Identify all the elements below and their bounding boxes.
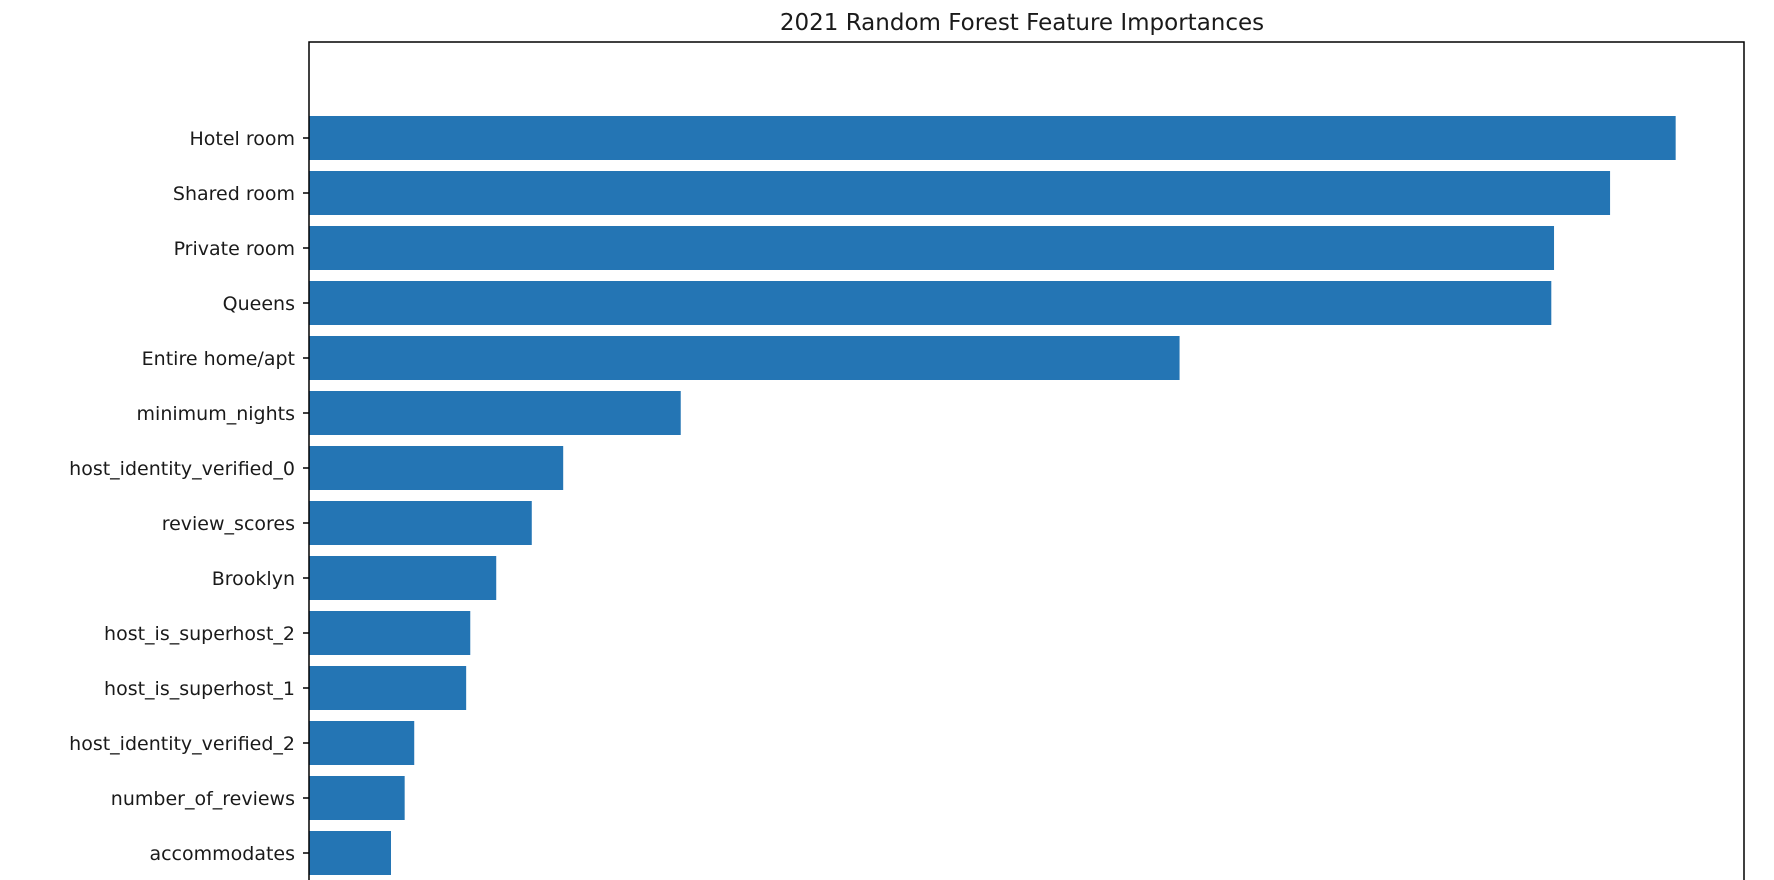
y-tick-label-brooklyn: Brooklyn (212, 568, 295, 590)
y-tick-label-minimum-nights: minimum_nights (137, 403, 295, 425)
y-tick-label-private-room: Private room (174, 238, 295, 260)
bar-host-identity-verified-2 (309, 721, 415, 765)
bar-accommodates (309, 831, 391, 875)
y-axis-ticks (303, 137, 309, 854)
axes-frame (308, 41, 1745, 880)
y-tick-label-accommodates: accommodates (149, 843, 295, 865)
y-tick-label-entire-home-apt: Entire home/apt (142, 348, 295, 370)
y-tick-label-host-is-superhost-1: host_is_superhost_1 (104, 678, 295, 700)
y-tick-label-shared-room: Shared room (173, 183, 295, 205)
y-tick-label-review-scores: review_scores (162, 513, 295, 535)
y-tick-label-hotel-room: Hotel room (189, 128, 295, 150)
bar-hotel-room (309, 116, 1676, 160)
bar-minimum-nights (309, 391, 681, 435)
bar-shared-room (309, 171, 1611, 215)
bar-host-is-superhost-1 (309, 666, 467, 710)
y-tick-label-host-identity-verified-2: host_identity_verified_2 (69, 733, 295, 755)
bar-host-identity-verified-0 (309, 446, 564, 490)
bar-brooklyn (309, 556, 497, 600)
y-tick-label-host-is-superhost-2: host_is_superhost_2 (104, 623, 295, 645)
y-tick-label-number-of-reviews: number_of_reviews (111, 788, 295, 810)
bars-layer (309, 116, 1676, 875)
bar-entire-home-apt (309, 336, 1180, 380)
bar-review-scores (309, 501, 532, 545)
y-tick-label-host-identity-verified-0: host_identity_verified_0 (69, 458, 295, 480)
bar-number-of-reviews (309, 776, 405, 820)
y-tick-label-queens: Queens (223, 293, 295, 315)
bar-host-is-superhost-2 (309, 611, 471, 655)
bar-private-room (309, 226, 1555, 270)
bar-queens (309, 281, 1552, 325)
y-axis-labels: Hotel room Shared room Private room Queens E… (69, 128, 295, 865)
chart-title: 2021 Random Forest Feature Importances (780, 10, 1264, 36)
